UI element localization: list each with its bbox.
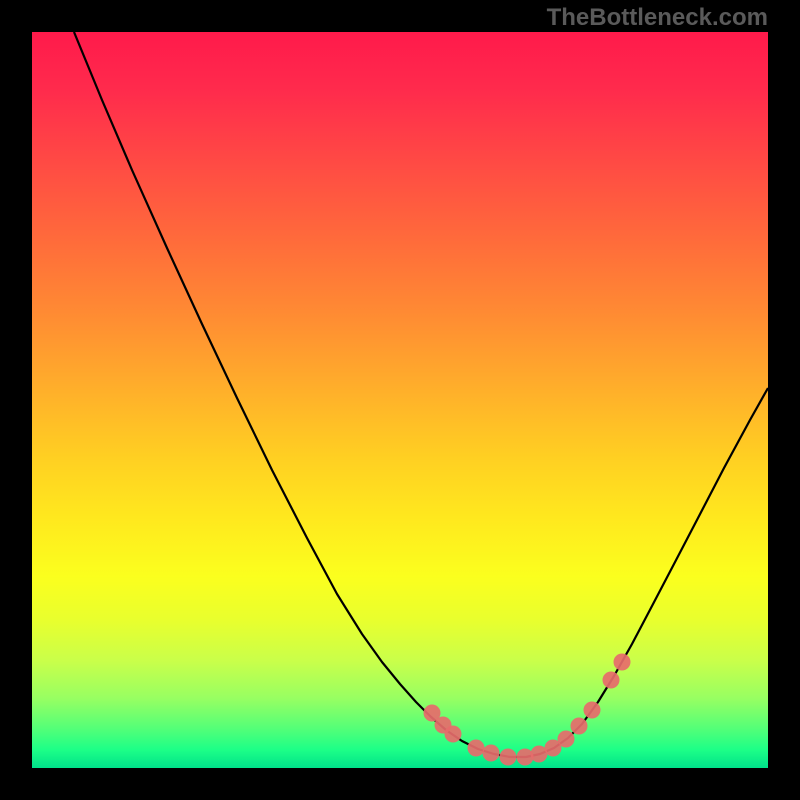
curve-marker <box>603 672 620 689</box>
curve-marker <box>517 749 534 766</box>
bottleneck-curve-svg <box>32 32 768 768</box>
curve-marker <box>468 740 485 757</box>
curve-marker <box>614 654 631 671</box>
curve-marker <box>483 745 500 762</box>
watermark-text: TheBottleneck.com <box>547 4 768 32</box>
curve-marker <box>584 702 601 719</box>
curve-marker <box>500 749 517 766</box>
plot-area <box>32 32 768 768</box>
bottleneck-curve <box>74 32 768 757</box>
curve-marker <box>558 731 575 748</box>
curve-marker <box>445 726 462 743</box>
curve-marker <box>571 718 588 735</box>
